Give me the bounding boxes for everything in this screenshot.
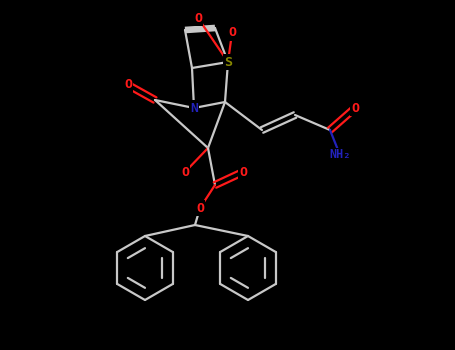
Text: O: O [196, 202, 204, 215]
Text: O: O [239, 166, 247, 178]
Text: O: O [228, 27, 236, 40]
Text: O: O [351, 102, 359, 114]
Text: N: N [190, 102, 198, 114]
Text: O: O [124, 78, 132, 91]
Text: S: S [224, 56, 232, 69]
Text: O: O [194, 12, 202, 24]
Text: O: O [181, 166, 189, 178]
Text: NH₂: NH₂ [329, 148, 351, 161]
